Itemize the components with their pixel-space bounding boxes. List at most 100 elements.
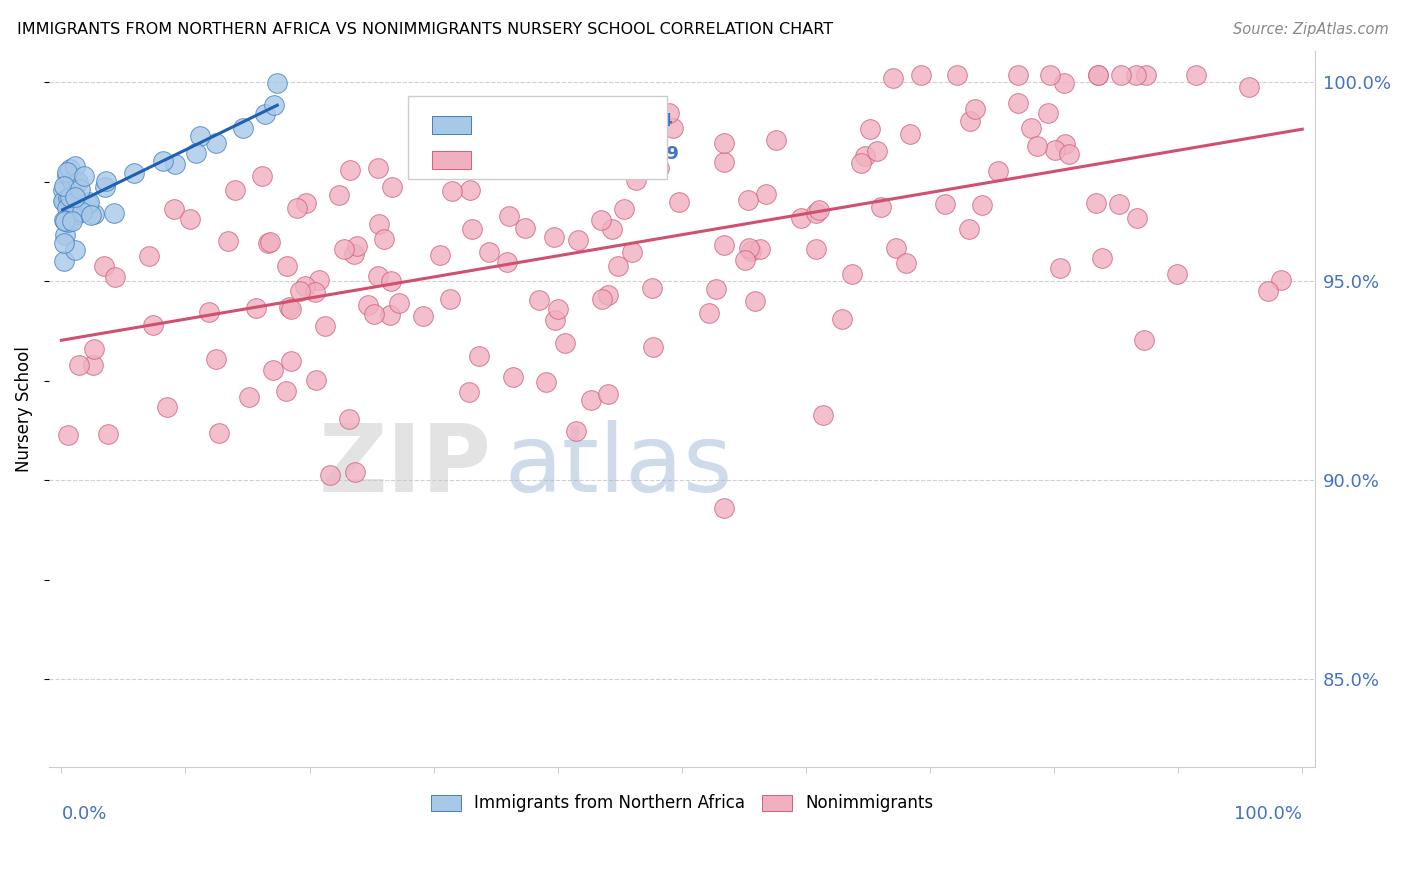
Point (1108, 197, 1130, 211)
Point (811, 408, 834, 422)
Point (737, 193, 759, 207)
Point (66, 175, 89, 189)
Point (959, 113, 981, 128)
FancyBboxPatch shape (432, 152, 471, 169)
Point (544, 105, 567, 120)
Point (1087, 68, 1109, 82)
Point (765, 133, 787, 147)
Point (851, 156, 873, 170)
Point (496, 254, 519, 268)
Point (870, 200, 893, 214)
Point (205, 352, 228, 367)
Point (278, 300, 301, 314)
Text: ZIP: ZIP (319, 420, 492, 512)
Legend: Immigrants from Northern Africa, Nonimmigrants: Immigrants from Northern Africa, Nonimmi… (425, 788, 939, 819)
Point (740, 244, 762, 258)
Point (56, 215, 79, 229)
Point (53, 213, 76, 227)
Point (1053, 137, 1076, 152)
Point (554, 336, 576, 351)
Point (884, 241, 907, 255)
Point (866, 144, 889, 158)
Text: 100.0%: 100.0% (1234, 805, 1302, 823)
Point (55, 201, 77, 215)
Point (378, 308, 401, 322)
Point (224, 183, 246, 197)
Point (1007, 96, 1029, 111)
Point (52, 194, 75, 208)
Point (1084, 195, 1107, 210)
Point (52, 254, 75, 268)
Text: atlas: atlas (505, 420, 733, 512)
Point (305, 373, 328, 387)
Point (859, 122, 882, 136)
Point (77, 197, 100, 211)
Point (972, 197, 994, 211)
Point (280, 354, 302, 368)
Point (93, 260, 115, 274)
Point (478, 245, 501, 260)
Point (534, 375, 557, 389)
Point (738, 241, 761, 255)
Point (70, 198, 93, 212)
Point (388, 295, 411, 310)
Point (138, 249, 160, 263)
Text: R = 0.410   N = 159: R = 0.410 N = 159 (482, 145, 679, 163)
Text: R = 0.578   N =  44: R = 0.578 N = 44 (482, 112, 673, 130)
Point (53, 227, 76, 242)
Point (1166, 267, 1188, 281)
Point (363, 307, 385, 321)
Point (603, 160, 626, 174)
Point (62, 214, 84, 228)
Point (83, 343, 105, 357)
Point (343, 247, 366, 261)
Point (276, 259, 298, 273)
Point (58, 191, 80, 205)
Point (308, 272, 330, 286)
Point (103, 206, 125, 220)
Point (93, 179, 115, 194)
Point (69, 182, 91, 196)
Point (894, 255, 917, 269)
Point (704, 282, 727, 296)
Point (339, 162, 361, 177)
Point (80, 208, 103, 222)
Point (254, 106, 277, 120)
Point (65, 244, 87, 258)
Point (527, 293, 550, 308)
Point (55, 165, 77, 179)
Point (963, 102, 986, 116)
Point (841, 268, 863, 282)
Point (1057, 146, 1080, 161)
Point (413, 153, 436, 167)
Point (285, 201, 308, 215)
Point (122, 166, 145, 180)
Point (1019, 121, 1042, 136)
Point (1053, 76, 1076, 90)
Point (337, 412, 360, 426)
Point (1109, 68, 1132, 82)
Point (567, 233, 589, 247)
Point (156, 400, 179, 414)
Point (63, 190, 86, 204)
Point (1039, 68, 1062, 82)
Point (197, 304, 219, 318)
Point (55, 168, 77, 182)
Point (543, 312, 565, 326)
Point (1049, 261, 1071, 276)
Point (205, 136, 228, 150)
Point (579, 392, 602, 407)
FancyBboxPatch shape (408, 95, 666, 179)
Point (96, 174, 118, 188)
Point (104, 269, 127, 284)
Point (600, 222, 623, 236)
Point (60, 174, 83, 188)
Point (245, 301, 267, 315)
Point (457, 384, 479, 399)
Point (1043, 143, 1066, 157)
Point (697, 306, 720, 320)
Point (82, 358, 104, 372)
Point (314, 319, 336, 334)
Point (97, 426, 120, 441)
Point (412, 309, 434, 323)
